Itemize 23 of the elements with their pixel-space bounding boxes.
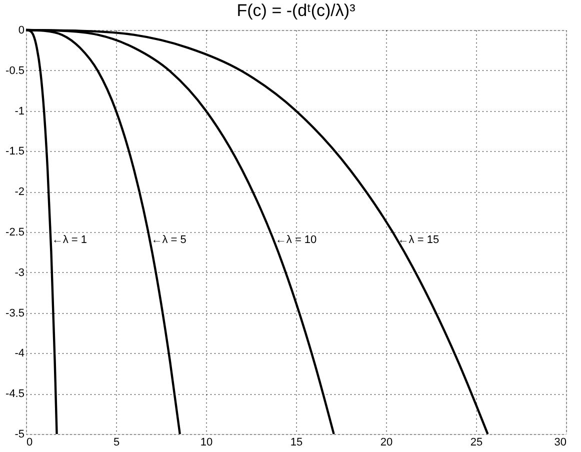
x-tick-label: 5 [113,436,120,448]
y-tick-label: -3 [14,266,24,279]
y-tick-label: -2 [14,186,24,198]
y-tick-label: -5 [14,428,24,440]
x-tick-label: 0 [26,436,33,448]
y-tick-label: -1.5 [6,146,24,158]
y-tick-label: -4 [14,348,24,360]
x-tick-label: 25 [470,436,483,448]
chart-title: F(c) = -(dᵗ(c)/λ)³ [236,1,356,20]
y-tick-label: 0 [18,24,24,36]
annotation: ←λ = 1 [52,234,87,246]
y-tick-label: -0.5 [6,64,24,77]
annotation: ←λ = 5 [151,234,186,246]
y-tick-label: -1 [14,105,24,118]
x-tick-label: 20 [380,436,393,448]
x-tick-label: 30 [554,436,566,448]
y-tick-label: -2.5 [6,226,24,238]
x-tick-label: 10 [200,436,213,448]
y-tick-label: -4.5 [6,388,24,400]
x-tick-label: 15 [290,436,303,448]
annotation: ←λ = 15 [398,234,440,246]
annotation: ←λ = 10 [275,234,317,246]
y-tick-label: -3.5 [6,307,24,320]
